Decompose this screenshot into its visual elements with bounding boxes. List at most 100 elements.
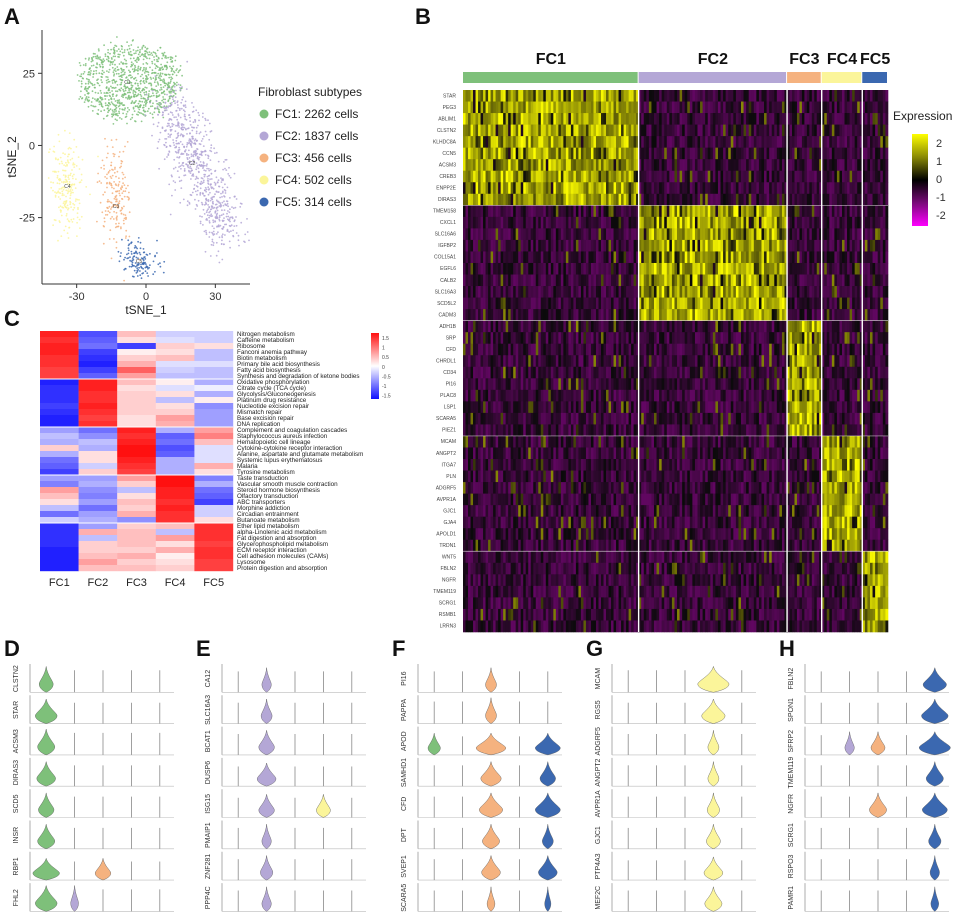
panel-label-g: G	[586, 636, 603, 661]
heatmap-cell	[679, 136, 683, 148]
heatmap-cell	[623, 159, 627, 172]
heatmap-cell	[621, 193, 624, 206]
tsne-point	[69, 174, 72, 177]
heatmap-cell	[743, 193, 747, 206]
tsne-point	[77, 156, 80, 159]
tsne-point	[114, 81, 117, 84]
heatmap-cell	[816, 216, 820, 229]
heatmap-cell	[636, 124, 639, 137]
heatmap-cell	[776, 124, 780, 137]
tsne-point	[199, 192, 202, 195]
heatmap-cell	[651, 239, 655, 252]
heatmap-cell	[867, 90, 871, 102]
tsne-point	[201, 203, 204, 206]
heatmap-cell	[611, 170, 614, 183]
tsne-point	[132, 92, 135, 94]
heatmap-cell	[548, 205, 552, 218]
heatmap-cell	[674, 90, 678, 102]
tsne-point	[59, 205, 62, 208]
heatmap-cell	[669, 251, 673, 264]
tsne-point	[208, 138, 211, 141]
heatmap-cell	[741, 101, 744, 114]
heatmap-cell	[717, 159, 721, 172]
heatmap-cell	[588, 251, 592, 264]
heatmap-cell	[880, 205, 884, 218]
heatmap-cell	[753, 159, 757, 172]
heatmap-cell	[666, 239, 670, 252]
heatmap-cell	[829, 262, 833, 275]
heatmap-cell	[500, 90, 504, 102]
tsne-point	[231, 206, 233, 209]
heatmap-cell	[593, 182, 597, 195]
tsne-point	[172, 141, 175, 144]
tsne-point	[121, 160, 124, 163]
tsne-point	[164, 98, 167, 101]
heatmap-cell	[882, 182, 886, 195]
tsne-point	[91, 84, 94, 87]
tsne-point	[118, 75, 121, 78]
heatmap-cell	[733, 228, 737, 241]
heatmap-cell	[588, 124, 592, 137]
heatmap-cell	[661, 228, 665, 241]
heatmap-cell	[796, 182, 800, 195]
heatmap-cell	[849, 228, 853, 241]
tsne-point	[117, 225, 119, 228]
heatmap-cell	[784, 113, 788, 125]
tsne-point	[165, 68, 168, 71]
tsne-point	[203, 213, 206, 215]
tsne-point	[194, 208, 197, 210]
tsne-point	[47, 177, 50, 179]
tsne-point	[70, 184, 73, 187]
heatmap-cell	[796, 262, 800, 275]
heatmap-cell	[710, 101, 714, 114]
tsne-point	[145, 75, 148, 78]
tsne-point	[97, 155, 99, 158]
heatmap-cell	[872, 251, 876, 264]
heatmap-cell	[697, 90, 701, 102]
heatmap-cell	[488, 262, 491, 275]
heatmap-cell	[748, 147, 752, 160]
tsne-point	[143, 110, 146, 113]
heatmap-cell	[510, 251, 514, 264]
heatmap-cell	[483, 101, 486, 114]
tsne-point	[162, 80, 164, 83]
heatmap-cell	[801, 101, 805, 114]
heatmap-cell	[804, 159, 808, 172]
heatmap-cell	[646, 262, 650, 275]
heatmap-cell	[525, 159, 529, 172]
legend-entry: FC1: 2262 cells	[275, 107, 358, 121]
tsne-point	[106, 55, 109, 58]
heatmap-cell	[483, 124, 486, 137]
tsne-point	[180, 123, 183, 125]
heatmap-cell	[565, 262, 569, 275]
heatmap-cell	[598, 239, 602, 252]
heatmap-cell	[748, 228, 752, 241]
tsne-point	[159, 72, 162, 75]
heatmap-cell	[784, 182, 788, 195]
heatmap-cell	[819, 193, 822, 206]
tsne-point	[130, 88, 133, 91]
heatmap-cell	[792, 101, 795, 114]
heatmap-cell	[626, 193, 629, 206]
heatmap-cell	[839, 262, 843, 275]
heatmap-cell	[613, 101, 617, 114]
heatmap-cell	[601, 216, 604, 229]
heatmap-cell	[687, 159, 691, 172]
tsne-point	[195, 132, 198, 135]
tsne-point	[128, 89, 131, 92]
heatmap-cell	[806, 193, 810, 206]
heatmap-cell	[677, 251, 680, 264]
heatmap-cell	[674, 251, 678, 264]
tsne-point	[165, 141, 167, 144]
heatmap-cell	[535, 205, 539, 218]
heatmap-cell	[618, 193, 622, 206]
heatmap-cell	[573, 170, 577, 183]
tsne-point	[126, 253, 128, 256]
heatmap-cell	[784, 251, 788, 264]
heatmap-cell	[508, 136, 511, 148]
tsne-point	[203, 194, 206, 197]
tsne-point	[204, 173, 207, 176]
heatmap-cell	[616, 228, 619, 241]
tsne-point	[169, 126, 172, 129]
heatmap-cell	[510, 136, 514, 148]
